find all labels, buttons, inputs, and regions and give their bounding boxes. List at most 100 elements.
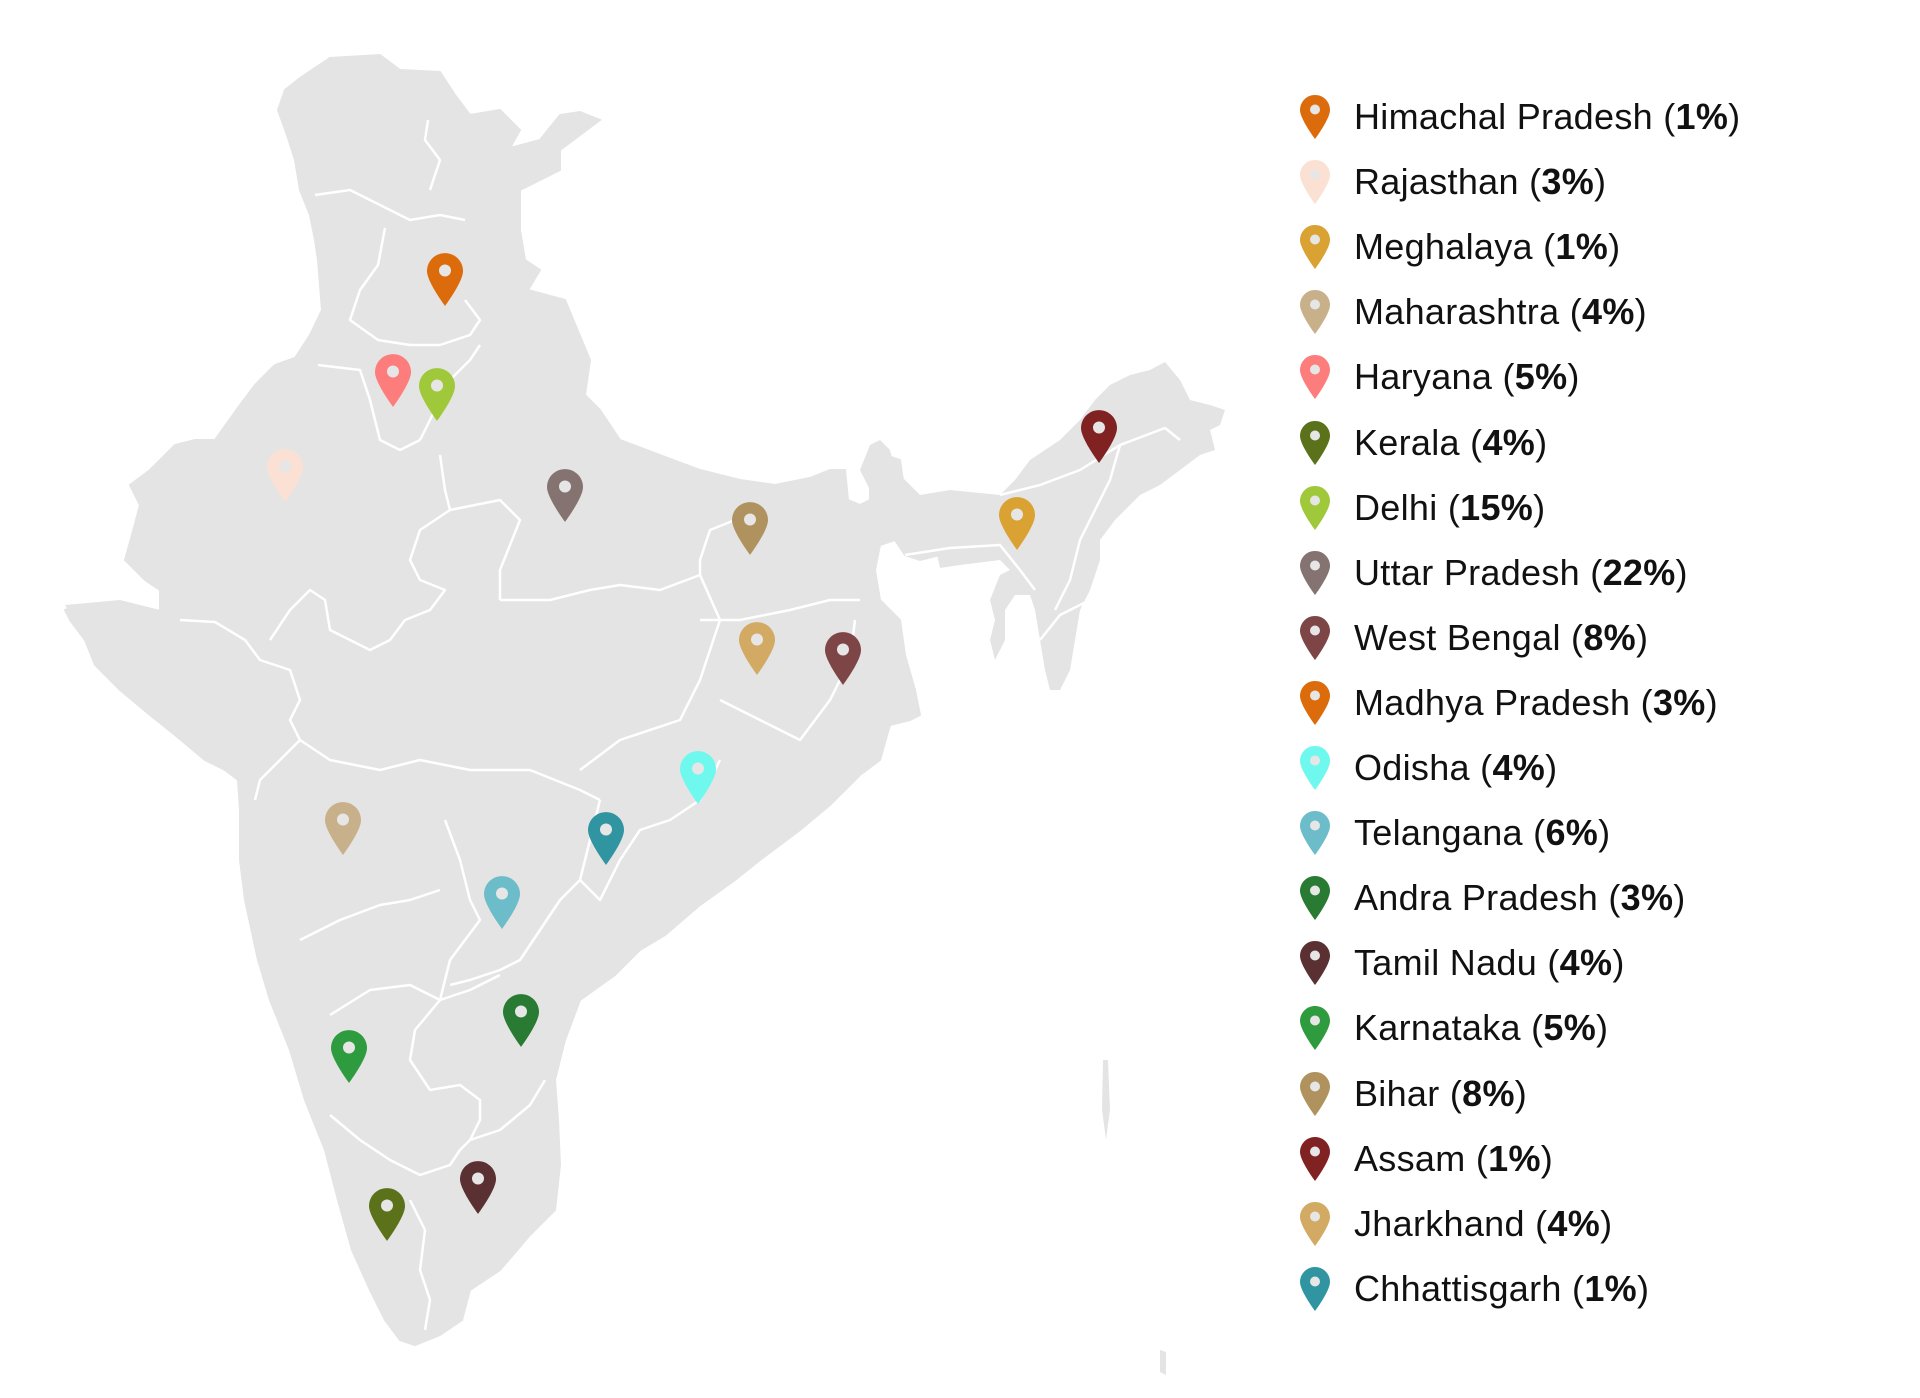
state-percentage: 3%: [1652, 681, 1706, 723]
state-name: Rajasthan: [1354, 161, 1519, 203]
map-pin-icon: [1300, 290, 1330, 335]
map-pin-icon: [1300, 485, 1330, 530]
state-name: Andra Pradesh: [1354, 877, 1599, 919]
legend-label: Delhi (15%): [1354, 486, 1546, 528]
map-pin-haryana[interactable]: [375, 354, 411, 408]
map-pin-tamil-nadu[interactable]: [460, 1161, 496, 1215]
state-percentage: 1%: [1488, 1137, 1541, 1179]
map-pin-bihar[interactable]: [732, 502, 768, 556]
legend-label: Haryana (5%): [1354, 356, 1580, 398]
map-pin-kerala[interactable]: [369, 1188, 405, 1242]
map-pin-icon: [1300, 420, 1330, 465]
state-name: Chhattisgarh: [1354, 1267, 1562, 1309]
map-pin-telangana[interactable]: [484, 876, 520, 930]
legend-label: Maharashtra (4%): [1354, 291, 1647, 333]
legend-label: West Bengal (8%): [1354, 616, 1649, 658]
state-percentage: 3%: [1541, 161, 1595, 203]
legend-item-odisha: Odisha (4%): [1300, 743, 1557, 793]
legend-label: Jharkhand (4%): [1354, 1202, 1613, 1244]
map-pin-icon: [1300, 1136, 1330, 1181]
state-name: Himachal Pradesh: [1354, 96, 1653, 137]
legend-label: Bihar (8%): [1354, 1072, 1528, 1114]
state-name: Meghalaya: [1354, 226, 1533, 268]
state-percentage: 4%: [1482, 421, 1536, 463]
state-percentage: 22%: [1602, 551, 1676, 593]
map-pin-icon: [1300, 811, 1330, 856]
map-pin-icon: [1300, 550, 1330, 595]
legend-item-chhattisgarh: Chhattisgarh (1%): [1300, 1264, 1649, 1314]
state-name: Jharkhand: [1354, 1202, 1525, 1244]
map-pin-odisha[interactable]: [680, 751, 716, 805]
state-name: Delhi: [1354, 486, 1438, 528]
legend-item-delhi: Delhi (15%): [1300, 483, 1545, 533]
map-pin-jharkhand[interactable]: [739, 622, 775, 676]
legend-item-telangana: Telangana (6%): [1300, 808, 1610, 858]
legend-label: Telangana (6%): [1354, 812, 1611, 854]
map-pin-icon: [1300, 1006, 1330, 1051]
legend-label: Himachal Pradesh (1%): [1354, 96, 1741, 137]
state-percentage: 6%: [1545, 812, 1599, 854]
legend-label: Odisha (4%): [1354, 747, 1558, 788]
map-pin-himachal-pradesh[interactable]: [427, 253, 463, 307]
legend-label: Kerala (4%): [1354, 421, 1548, 463]
map-pin-icon: [1300, 1201, 1330, 1246]
legend-label: Rajasthan (3%): [1354, 161, 1607, 203]
india-landmass: [63, 53, 1225, 1375]
legend-item-rajasthan: Rajasthan (3%): [1300, 157, 1606, 207]
map-pin-icon: [1300, 941, 1330, 986]
legend-label: Meghalaya (1%): [1354, 226, 1621, 268]
map-pin-karnataka[interactable]: [331, 1030, 367, 1084]
state-name: Haryana: [1354, 356, 1493, 398]
legend-item-andra-pradesh: Andra Pradesh (3%): [1300, 873, 1686, 923]
map-pin-icon: [1300, 1266, 1330, 1311]
legend-item-bihar: Bihar (8%): [1300, 1069, 1527, 1119]
legend-item-karnataka: Karnataka (5%): [1300, 1003, 1608, 1053]
state-percentage: 8%: [1583, 616, 1636, 658]
map-pin-icon: [1300, 680, 1330, 725]
state-percentage: 5%: [1543, 1007, 1597, 1049]
state-percentage: 8%: [1462, 1072, 1515, 1114]
state-name: Assam: [1354, 1137, 1466, 1179]
state-percentage: 4%: [1492, 747, 1546, 788]
state-name: Madhya Pradesh: [1354, 681, 1631, 723]
state-name: West Bengal: [1354, 616, 1561, 658]
state-percentage: 4%: [1547, 1202, 1601, 1244]
map-pin-meghalaya[interactable]: [999, 497, 1035, 551]
state-percentage: 3%: [1620, 877, 1674, 919]
legend-label: Tamil Nadu (4%): [1354, 942, 1625, 984]
legend-item-himachal-pradesh: Himachal Pradesh (1%): [1300, 92, 1740, 142]
legend-item-maharashtra: Maharashtra (4%): [1300, 287, 1647, 337]
legend-item-tamil-nadu: Tamil Nadu (4%): [1300, 938, 1625, 988]
state-name: Uttar Pradesh: [1354, 551, 1580, 593]
legend-label: Chhattisgarh (1%): [1354, 1267, 1650, 1309]
state-percentage: 5%: [1514, 356, 1568, 398]
map-pin-maharashtra[interactable]: [325, 802, 361, 856]
map-pin-chhattisgarh[interactable]: [588, 812, 624, 866]
state-percentage: 15%: [1460, 486, 1534, 528]
state-percentage: 1%: [1584, 1267, 1637, 1309]
map-pin-icon: [1300, 615, 1330, 660]
state-name: Kerala: [1354, 421, 1460, 463]
map-pin-delhi[interactable]: [419, 368, 455, 422]
state-name: Tamil Nadu: [1354, 942, 1538, 984]
map-pin-icon: [1300, 225, 1330, 270]
state-name: Odisha: [1354, 747, 1470, 788]
map-pin-rajasthan[interactable]: [267, 449, 303, 503]
map-pin-andra-pradesh[interactable]: [503, 994, 539, 1048]
legend-item-jharkhand: Jharkhand (4%): [1300, 1199, 1612, 1249]
legend-label: Uttar Pradesh (22%): [1354, 551, 1688, 593]
state-name: Telangana: [1354, 812, 1523, 854]
map-pin-icon: [1300, 95, 1330, 139]
map-pin-west-bengal[interactable]: [825, 632, 861, 686]
map-pin-uttar-pradesh[interactable]: [547, 469, 583, 523]
legend-label: Assam (1%): [1354, 1137, 1554, 1179]
legend-label: Andra Pradesh (3%): [1354, 877, 1686, 919]
legend-item-west-bengal: West Bengal (8%): [1300, 613, 1648, 663]
map-pin-icon: [1300, 1071, 1330, 1116]
map-pin-icon: [1300, 160, 1330, 205]
map-pin-assam[interactable]: [1081, 410, 1117, 464]
state-percentage: 1%: [1555, 226, 1609, 268]
state-borders: [179, 119, 1181, 1331]
map-pin-icon: [1300, 355, 1330, 400]
